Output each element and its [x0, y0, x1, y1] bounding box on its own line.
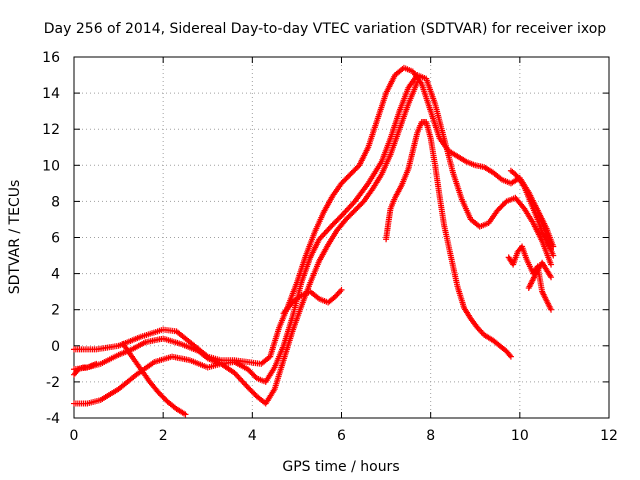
y-tick-label: 12	[42, 122, 60, 138]
data-point	[548, 261, 555, 268]
y-tick-label: -4	[46, 411, 60, 427]
y-axis-label: SDTVAR / TECUs	[7, 180, 23, 295]
data-point	[507, 353, 514, 360]
y-tick-label: 4	[51, 267, 60, 283]
data-point	[502, 199, 509, 206]
x-tick-label: 0	[70, 428, 79, 444]
y-tick-label: 14	[42, 86, 60, 102]
y-tick-label: 8	[51, 194, 60, 210]
series-s9	[505, 243, 555, 313]
data-point	[182, 411, 189, 418]
data-point	[414, 79, 421, 86]
data-points	[71, 64, 557, 418]
x-tick-label: 12	[600, 428, 618, 444]
series-s7	[383, 118, 514, 360]
data-point	[506, 352, 513, 359]
y-tick-label: 6	[51, 231, 60, 247]
x-tick-label: 6	[337, 428, 346, 444]
y-tick-label: -2	[46, 375, 60, 391]
data-point	[93, 360, 100, 367]
series-s4	[71, 360, 100, 378]
series-s5	[120, 340, 189, 418]
data-point	[548, 306, 555, 313]
y-tick-label: 2	[51, 303, 60, 319]
data-point	[550, 252, 557, 259]
y-tick-label: 10	[42, 158, 60, 174]
data-point	[252, 374, 259, 381]
data-point	[548, 243, 555, 250]
y-tick-label: 16	[42, 50, 60, 66]
data-point	[548, 274, 555, 281]
data-point	[337, 214, 344, 221]
axis-ticks	[73, 56, 610, 419]
series-s10	[525, 259, 555, 292]
x-tick-label: 8	[426, 428, 435, 444]
x-tick-label: 10	[511, 428, 529, 444]
data-point	[338, 286, 345, 293]
x-tick-labels: 0 2 4 6 8 10 12	[70, 428, 618, 444]
series-s6	[280, 286, 345, 317]
series-s11	[534, 207, 555, 250]
y-tick-label: 0	[51, 339, 60, 355]
chart-title: Day 256 of 2014, Sidereal Day-to-day VTE…	[44, 21, 607, 37]
series-s1	[71, 64, 557, 367]
y-tick-labels: -4 -2 0 2 4 6 8 10 12 14 16	[42, 50, 60, 427]
x-axis-label: GPS time / hours	[282, 459, 399, 475]
series-s2	[71, 72, 555, 385]
x-tick-label: 4	[248, 428, 257, 444]
series-s3	[71, 79, 421, 407]
x-tick-label: 2	[159, 428, 168, 444]
